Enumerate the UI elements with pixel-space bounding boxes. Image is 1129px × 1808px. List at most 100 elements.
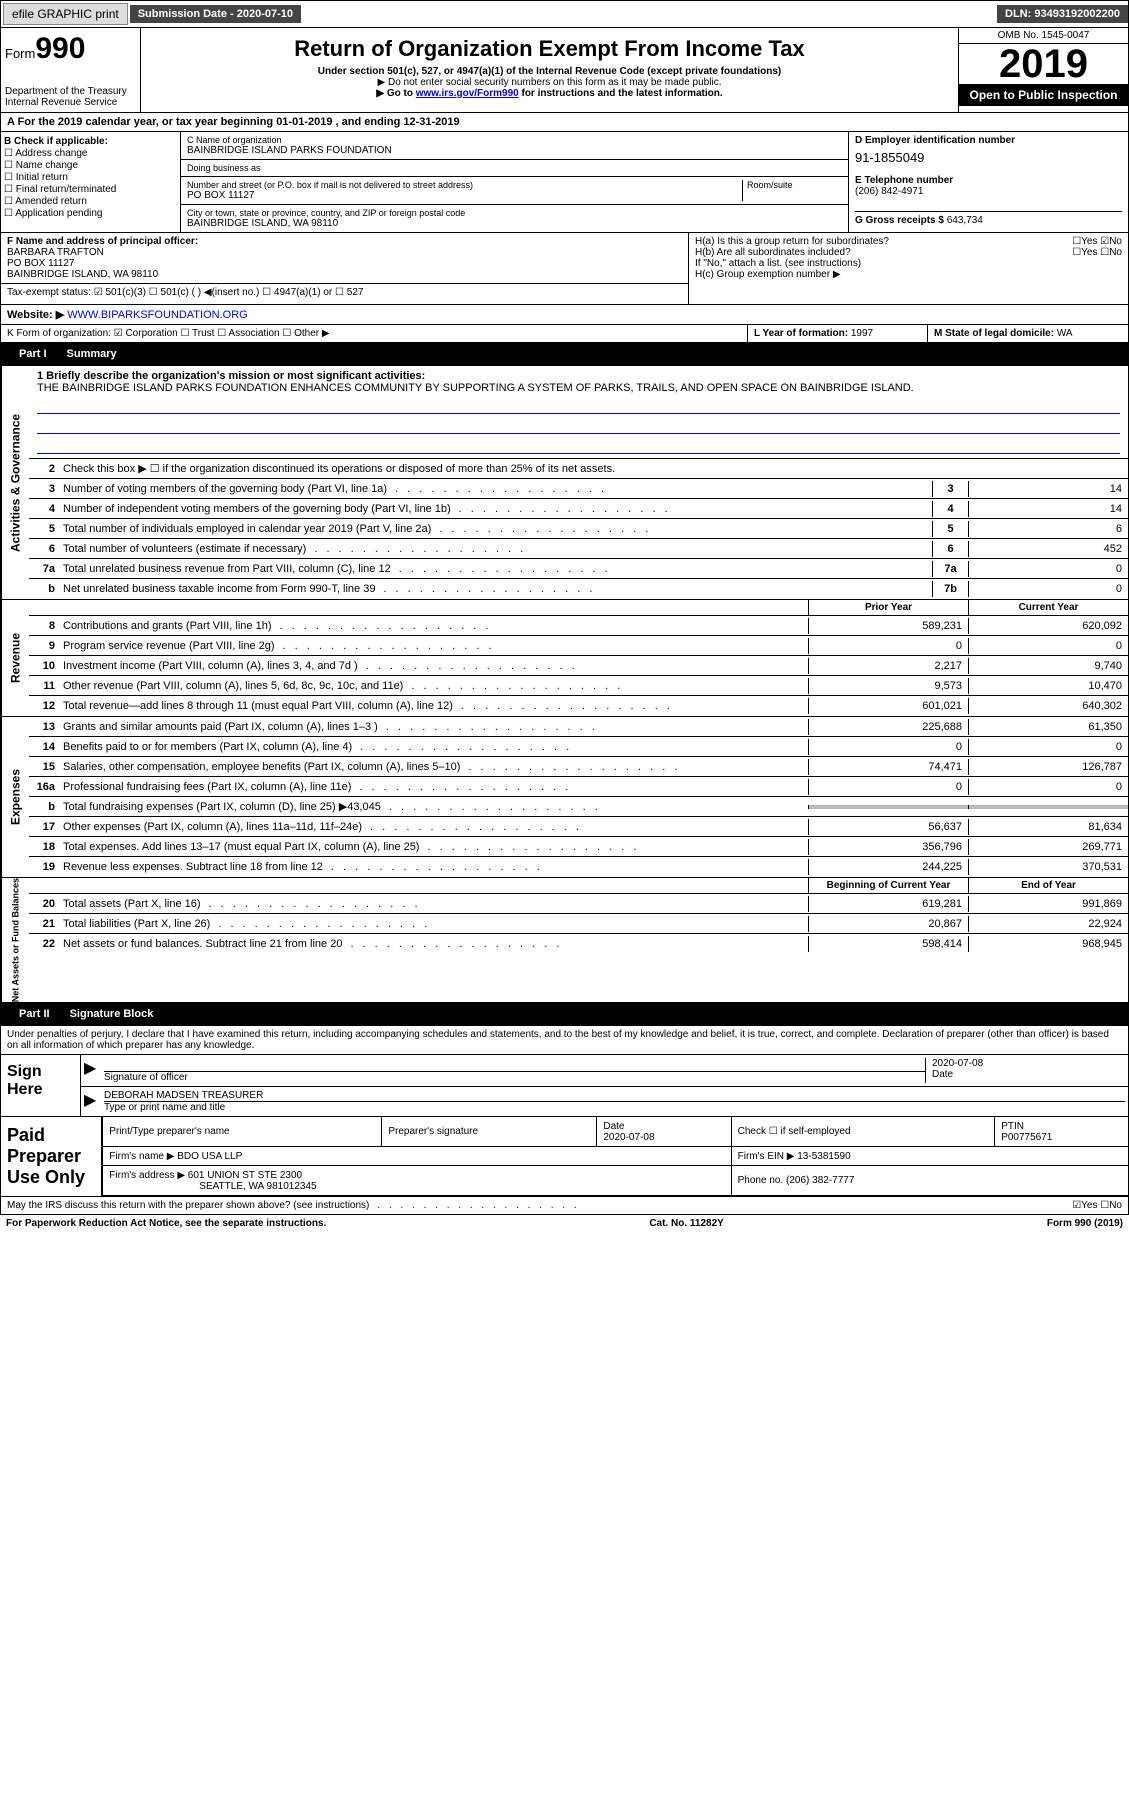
prior-amt: 225,688 <box>808 719 968 735</box>
declaration: Under penalties of perjury, I declare th… <box>1 1026 1128 1055</box>
curr-amt: 640,302 <box>968 698 1128 714</box>
cb-amended[interactable]: ☐ Amended return <box>4 196 177 207</box>
officer-name-title: DEBORAH MADSEN TREASURER <box>104 1090 1125 1102</box>
cb-address-change[interactable]: ☐ Address change <box>4 148 177 159</box>
activities-governance: Activities & Governance 1 Briefly descri… <box>0 366 1129 600</box>
line-j: Website: ▶ WWW.BIPARKSFOUNDATION.ORG <box>0 305 1129 325</box>
hb2: If "No," attach a list. (see instruction… <box>695 258 1122 269</box>
subtitle-1: Under section 501(c), 527, or 4947(a)(1)… <box>145 66 954 77</box>
top-bar: efile GRAPHIC print Submission Date - 20… <box>0 0 1129 28</box>
firm-addr2: SEATTLE, WA 981012345 <box>199 1181 316 1192</box>
ein: 91-1855049 <box>855 150 1122 165</box>
prior-amt: 56,637 <box>808 819 968 835</box>
cat-no: Cat. No. 11282Y <box>649 1218 723 1229</box>
officer-addr1: PO BOX 11127 <box>7 258 682 269</box>
officer-addr2: BAINBRIDGE ISLAND, WA 98110 <box>7 269 682 280</box>
discuss-yn: ☑Yes ☐No <box>1072 1200 1122 1211</box>
curr-amt: 620,092 <box>968 618 1128 634</box>
form-header: Form990 Department of the Treasury Inter… <box>0 28 1129 113</box>
line-text: Grants and similar amounts paid (Part IX… <box>59 719 808 735</box>
irs-link[interactable]: www.irs.gov/Form990 <box>416 88 519 99</box>
dept-treasury: Department of the Treasury Internal Reve… <box>5 86 136 108</box>
curr-amt <box>968 805 1128 809</box>
subtitle-2: ▶ Do not enter social security numbers o… <box>145 77 954 88</box>
prior-amt: 2,217 <box>808 658 968 674</box>
prior-amt: 356,796 <box>808 839 968 855</box>
part2-header: Part IISignature Block <box>0 1003 1129 1026</box>
form-990-2019: Form 990 (2019) <box>1047 1218 1123 1229</box>
firm-ein: 13-5381590 <box>797 1151 850 1162</box>
prior-amt: 601,021 <box>808 698 968 714</box>
prior-amt: 0 <box>808 779 968 795</box>
tax-exempt-status: Tax-exempt status: ☑ 501(c)(3) ☐ 501(c) … <box>1 283 688 301</box>
line-text: Salaries, other compensation, employee b… <box>59 759 808 775</box>
vtab-rev: Revenue <box>1 600 29 716</box>
curr-amt: 0 <box>968 739 1128 755</box>
gross-receipts: 643,734 <box>947 215 983 226</box>
line-text: Professional fundraising fees (Part IX, … <box>59 779 808 795</box>
curr-amt: 0 <box>968 638 1128 654</box>
line-text: Number of voting members of the governin… <box>59 481 932 497</box>
website-link[interactable]: WWW.BIPARKSFOUNDATION.ORG <box>67 309 247 321</box>
line-text: Total fundraising expenses (Part IX, col… <box>59 798 808 815</box>
line-a: A For the 2019 calendar year, or tax yea… <box>0 113 1129 132</box>
line-text: Total unrelated business revenue from Pa… <box>59 561 932 577</box>
curr-amt: 0 <box>968 779 1128 795</box>
telephone: (206) 842-4971 <box>855 186 1122 197</box>
vtab-ag: Activities & Governance <box>1 366 29 599</box>
section-fh: F Name and address of principal officer:… <box>0 233 1129 305</box>
hc: H(c) Group exemption number ▶ <box>695 269 1122 280</box>
line-text: Total revenue—add lines 8 through 11 (mu… <box>59 698 808 714</box>
footer: For Paperwork Reduction Act Notice, see … <box>0 1215 1129 1232</box>
col-b-checkboxes: B Check if applicable: ☐ Address change … <box>1 132 181 232</box>
cb-name-change[interactable]: ☐ Name change <box>4 160 177 171</box>
line-text: Net unrelated business taxable income fr… <box>59 581 932 597</box>
curr-amt: 968,945 <box>968 936 1128 952</box>
firm-addr: 601 UNION ST STE 2300 <box>188 1170 302 1181</box>
form-number: Form990 <box>5 32 136 66</box>
city-state-zip: BAINBRIDGE ISLAND, WA 98110 <box>187 218 842 229</box>
state-domicile: WA <box>1057 328 1073 339</box>
line-text: Total number of volunteers (estimate if … <box>59 541 932 557</box>
line-text: Total assets (Part X, line 16) <box>59 896 808 912</box>
prior-amt: 9,573 <box>808 678 968 694</box>
curr-amt: 81,634 <box>968 819 1128 835</box>
line-text: Total number of individuals employed in … <box>59 521 932 537</box>
dln: DLN: 93493192002200 <box>997 5 1128 23</box>
paid-preparer-label: Paid Preparer Use Only <box>1 1117 102 1196</box>
amt: 6 <box>968 521 1128 537</box>
curr-amt: 126,787 <box>968 759 1128 775</box>
subtitle-3: ▶ Go to www.irs.gov/Form990 for instruct… <box>145 88 954 99</box>
part1-header: Part ISummary <box>0 343 1129 366</box>
sign-here-label: Sign Here <box>1 1055 81 1116</box>
prior-amt: 598,414 <box>808 936 968 952</box>
curr-amt: 9,740 <box>968 658 1128 674</box>
net-assets-section: Net Assets or Fund Balances Beginning of… <box>0 878 1129 1003</box>
cb-final-return[interactable]: ☐ Final return/terminated <box>4 184 177 195</box>
sig-date: 2020-07-08 <box>932 1058 1119 1069</box>
line-text: Number of independent voting members of … <box>59 501 932 517</box>
vtab-na: Net Assets or Fund Balances <box>1 878 29 1002</box>
curr-amt: 269,771 <box>968 839 1128 855</box>
ha: H(a) Is this a group return for subordin… <box>695 236 1122 247</box>
line-text: Net assets or fund balances. Subtract li… <box>59 936 808 952</box>
signature-block: Under penalties of perjury, I declare th… <box>0 1026 1129 1117</box>
efile-button[interactable]: efile GRAPHIC print <box>3 3 128 25</box>
curr-amt: 991,869 <box>968 896 1128 912</box>
year-formation: 1997 <box>851 328 873 339</box>
cb-initial-return[interactable]: ☐ Initial return <box>4 172 177 183</box>
paperwork-notice: For Paperwork Reduction Act Notice, see … <box>6 1218 326 1229</box>
prior-amt <box>808 805 968 809</box>
amt: 452 <box>968 541 1128 557</box>
mission-text: THE BAINBRIDGE ISLAND PARKS FOUNDATION E… <box>37 382 1120 394</box>
prep-date: 2020-07-08 <box>603 1132 654 1143</box>
firm-name: BDO USA LLP <box>177 1151 242 1162</box>
discuss-line: May the IRS discuss this return with the… <box>0 1197 1129 1215</box>
prior-amt: 589,231 <box>808 618 968 634</box>
cb-pending[interactable]: ☐ Application pending <box>4 208 177 219</box>
prior-amt: 74,471 <box>808 759 968 775</box>
amt: 14 <box>968 501 1128 517</box>
line-text: Other revenue (Part VIII, column (A), li… <box>59 678 808 694</box>
col-d-e-g: D Employer identification number 91-1855… <box>848 132 1128 232</box>
firm-phone: (206) 382-7777 <box>786 1175 854 1186</box>
